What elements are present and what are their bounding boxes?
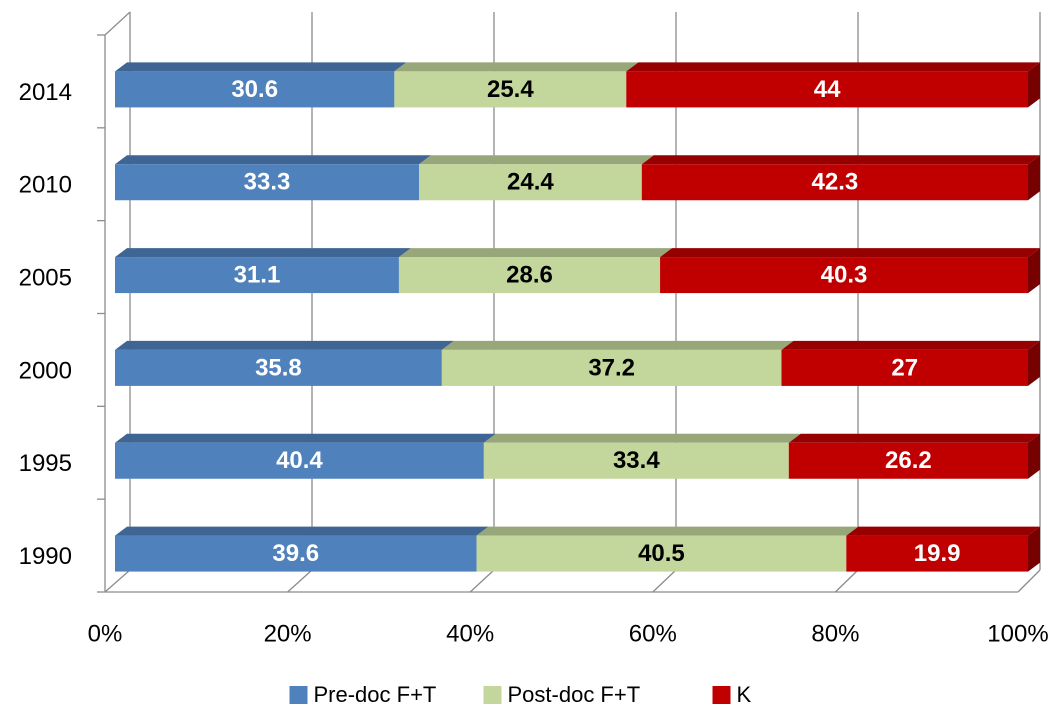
x-tick-label: 60% bbox=[629, 620, 677, 647]
bar bbox=[394, 71, 627, 108]
bar bbox=[115, 257, 399, 294]
bar-top bbox=[115, 340, 454, 350]
bar bbox=[441, 349, 782, 386]
y-tick-label: 1990 bbox=[19, 543, 72, 570]
y-tick-label: 2000 bbox=[19, 357, 72, 384]
grid-line bbox=[469, 569, 495, 593]
value-label: 33.4 bbox=[613, 447, 660, 474]
grid-line bbox=[652, 569, 677, 593]
value-label: 40.4 bbox=[276, 447, 323, 474]
legend-label: K bbox=[737, 682, 752, 707]
value-label: 26.2 bbox=[885, 447, 932, 474]
bar bbox=[115, 535, 477, 572]
value-label: 35.8 bbox=[255, 354, 302, 381]
bar bbox=[115, 349, 442, 386]
bar-side bbox=[1028, 526, 1040, 572]
bar-side bbox=[1028, 248, 1040, 294]
bar-top bbox=[115, 433, 496, 443]
value-label: 40.3 bbox=[821, 261, 868, 288]
value-label: 25.4 bbox=[487, 76, 534, 103]
bar-top bbox=[394, 62, 639, 72]
value-label: 19.9 bbox=[914, 540, 961, 567]
bar-top bbox=[441, 340, 794, 350]
bar-top bbox=[398, 248, 673, 258]
legend-label: Pre-doc F+T bbox=[314, 682, 437, 707]
x-tick-label: 20% bbox=[264, 620, 312, 647]
bar-side bbox=[1028, 433, 1040, 479]
bar bbox=[788, 442, 1028, 479]
bar-top bbox=[476, 526, 859, 536]
axis-wall bbox=[104, 11, 131, 36]
x-tick-label: 80% bbox=[811, 620, 859, 647]
legend-swatch bbox=[289, 686, 308, 704]
bar bbox=[626, 71, 1028, 108]
bar-top bbox=[846, 526, 1040, 536]
value-label: 30.6 bbox=[231, 76, 278, 103]
bar-top bbox=[115, 526, 489, 536]
value-label: 39.6 bbox=[272, 540, 319, 567]
bar bbox=[476, 535, 847, 572]
bar bbox=[115, 164, 420, 201]
bar-top bbox=[660, 248, 1040, 258]
bar-side bbox=[1028, 340, 1040, 386]
bar bbox=[641, 164, 1028, 201]
y-tick-label: 1995 bbox=[19, 450, 72, 477]
legend-swatch bbox=[483, 686, 502, 704]
y-tick-label: 2014 bbox=[19, 79, 72, 106]
grid-line bbox=[104, 569, 131, 593]
bar-side bbox=[1028, 155, 1040, 201]
bar-top bbox=[626, 62, 1040, 72]
x-tick-label: 100% bbox=[987, 620, 1048, 647]
bar bbox=[781, 349, 1028, 386]
value-label: 31.1 bbox=[234, 261, 281, 288]
value-label: 24.4 bbox=[507, 169, 554, 196]
x-tick-label: 0% bbox=[88, 620, 123, 647]
bar bbox=[483, 442, 789, 479]
bar-top bbox=[419, 155, 654, 165]
bar-top bbox=[483, 433, 801, 443]
bar-top bbox=[788, 433, 1040, 443]
grid-line bbox=[287, 569, 313, 593]
value-label: 44 bbox=[814, 76, 841, 103]
bar bbox=[660, 257, 1028, 294]
x-tick-label: 40% bbox=[446, 620, 494, 647]
bar-top bbox=[641, 155, 1040, 165]
value-label: 27 bbox=[891, 354, 918, 381]
bar-top bbox=[115, 248, 411, 258]
legend-swatch bbox=[712, 686, 731, 704]
value-label: 37.2 bbox=[588, 354, 635, 381]
value-label: 42.3 bbox=[812, 169, 859, 196]
bar bbox=[846, 535, 1028, 572]
grid-line bbox=[834, 569, 859, 593]
bar-top bbox=[781, 340, 1040, 350]
y-tick-label: 2005 bbox=[19, 264, 72, 291]
bar bbox=[419, 164, 642, 201]
bar bbox=[115, 442, 484, 479]
grid-line bbox=[1017, 569, 1041, 593]
y-tick-label: 2010 bbox=[19, 172, 72, 199]
value-label: 40.5 bbox=[638, 540, 685, 567]
bar bbox=[398, 257, 661, 294]
value-label: 33.3 bbox=[244, 169, 291, 196]
bar-top bbox=[115, 155, 432, 165]
value-label: 28.6 bbox=[506, 261, 553, 288]
legend-label: Post-doc F+T bbox=[508, 682, 641, 707]
bar bbox=[115, 71, 395, 108]
bar-side bbox=[1028, 62, 1040, 108]
bar-top bbox=[115, 62, 407, 72]
